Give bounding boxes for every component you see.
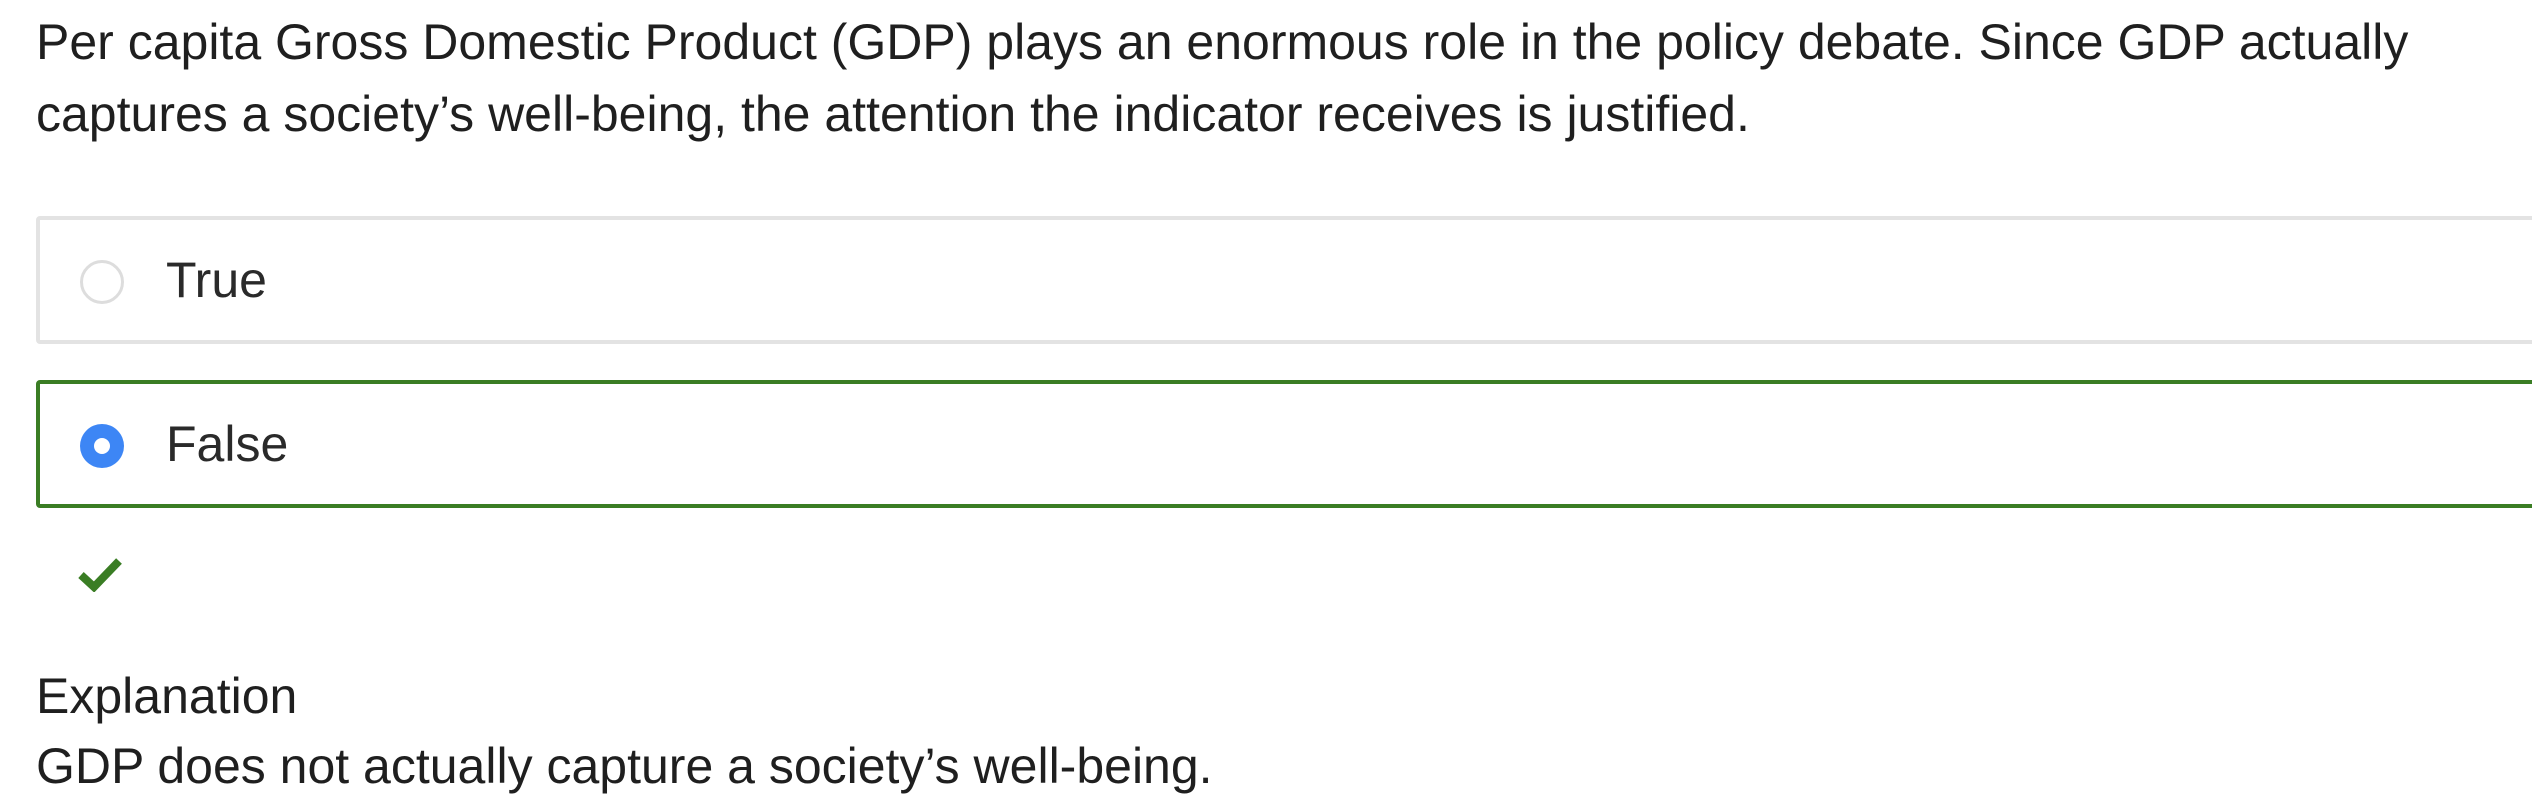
radio-button-checked[interactable] <box>80 424 124 468</box>
explanation-heading: Explanation <box>36 668 298 724</box>
option-label-false: False <box>166 416 289 472</box>
option-false[interactable]: False <box>36 380 2532 508</box>
option-true[interactable]: True <box>36 216 2532 344</box>
question-text: Per capita Gross Domestic Product (GDP) … <box>36 14 2409 142</box>
explanation-text: GDP does not actually capture a society’… <box>36 738 1213 794</box>
radio-button-unchecked[interactable] <box>80 260 124 304</box>
option-label-true: True <box>166 252 267 308</box>
checkmark-icon <box>78 558 122 592</box>
